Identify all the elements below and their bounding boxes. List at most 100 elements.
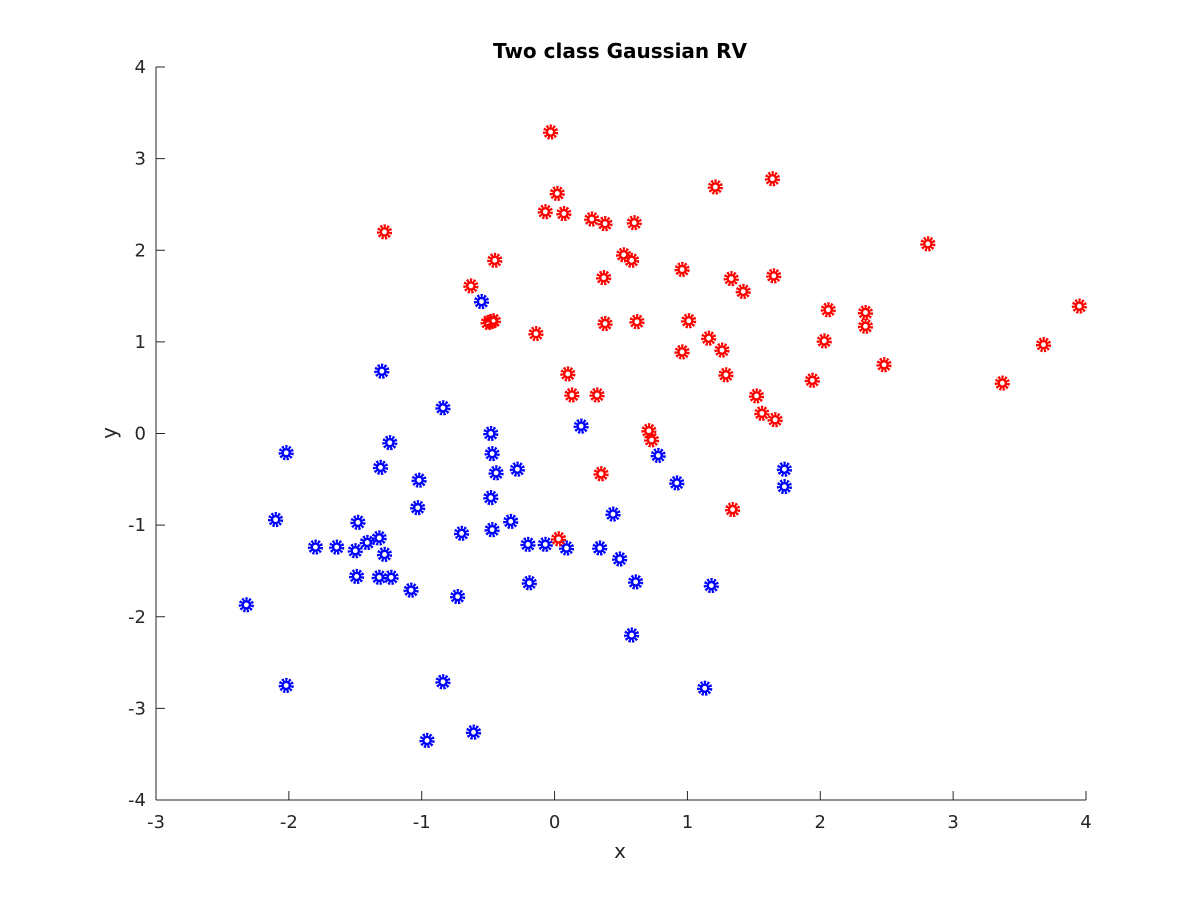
x-tick-label: 2: [815, 812, 826, 833]
x-axis-label: x: [614, 839, 626, 863]
data-point: [473, 293, 490, 310]
data-point: [1035, 337, 1052, 353]
data-point: [537, 536, 553, 552]
data-point: [350, 514, 366, 530]
data-point: [681, 313, 697, 329]
data-point: [453, 525, 470, 541]
data-point: [307, 539, 324, 555]
data-point: [593, 466, 609, 482]
data-points: [238, 124, 1087, 749]
x-tick-label: -2: [280, 812, 298, 833]
data-point: [537, 204, 553, 220]
data-point: [776, 479, 793, 495]
data-point: [483, 425, 499, 442]
data-point: [626, 215, 642, 231]
data-point: [419, 732, 435, 749]
data-point: [435, 674, 451, 690]
y-tick-label: 0: [135, 424, 146, 445]
data-point: [549, 185, 565, 202]
data-point: [521, 575, 537, 591]
data-point: [556, 206, 572, 222]
data-point: [484, 522, 500, 538]
data-point: [528, 326, 544, 342]
y-tick-label: -2: [128, 607, 146, 628]
y-tick-label: 2: [135, 240, 146, 261]
data-point: [707, 179, 723, 195]
data-point: [267, 512, 284, 528]
data-point: [820, 302, 836, 318]
data-point: [376, 224, 393, 240]
data-point: [449, 588, 466, 605]
data-point: [920, 236, 936, 252]
data-point: [624, 627, 640, 643]
data-point: [857, 318, 874, 334]
chart-title: Two class Gaussian RV: [493, 39, 748, 63]
data-point: [371, 569, 387, 585]
data-point: [349, 568, 365, 585]
data-point: [701, 330, 717, 346]
data-point: [372, 459, 389, 476]
data-point: [382, 435, 398, 451]
data-point: [484, 446, 500, 462]
x-tick-label: 3: [947, 812, 958, 833]
data-point: [804, 372, 820, 388]
data-point: [487, 252, 503, 268]
data-point: [697, 680, 713, 696]
data-point: [612, 551, 628, 567]
data-point: [674, 261, 690, 278]
data-point: [558, 540, 575, 556]
data-point: [703, 577, 719, 594]
data-point: [766, 268, 782, 284]
data-point: [597, 315, 613, 332]
data-point: [411, 472, 427, 488]
data-point: [483, 490, 499, 506]
data-point: [857, 304, 874, 321]
data-point: [520, 536, 536, 552]
data-point: [371, 530, 387, 546]
data-point: [383, 569, 399, 585]
data-point: [465, 724, 482, 740]
data-point: [509, 461, 525, 477]
y-tick-label: 1: [135, 332, 146, 353]
y-tick-label: -1: [128, 515, 146, 536]
data-point: [754, 405, 770, 421]
data-point: [669, 475, 685, 491]
data-point: [624, 252, 640, 268]
data-point: [629, 314, 645, 330]
data-point: [278, 445, 294, 461]
data-point: [724, 501, 741, 518]
data-point: [374, 363, 390, 379]
data-point: [503, 513, 519, 530]
x-tick-label: -1: [413, 812, 431, 833]
data-point: [628, 574, 644, 590]
data-point: [764, 171, 781, 187]
data-point: [542, 124, 559, 140]
data-point: [359, 534, 375, 551]
data-point: [564, 387, 580, 403]
data-point: [1071, 298, 1087, 314]
y-tick-label: 3: [135, 149, 146, 170]
data-point: [597, 216, 613, 232]
data-point: [584, 211, 600, 227]
data-point: [605, 506, 621, 522]
data-point: [748, 388, 765, 404]
data-point: [735, 283, 751, 300]
data-point: [573, 418, 589, 434]
series-1: [238, 293, 793, 749]
data-point: [718, 367, 734, 383]
x-tick-label: 4: [1080, 812, 1091, 833]
data-point: [403, 582, 419, 598]
data-point: [876, 357, 892, 373]
x-tick-label: 0: [549, 812, 560, 833]
data-point: [329, 539, 345, 555]
data-point: [723, 271, 739, 287]
x-tick-label: 1: [682, 812, 693, 833]
data-point: [994, 375, 1010, 391]
data-point: [550, 531, 567, 547]
data-point: [560, 366, 576, 382]
y-tick-label: 4: [135, 57, 146, 78]
data-point: [347, 543, 363, 559]
data-point: [650, 447, 666, 464]
data-point: [589, 387, 605, 403]
data-point: [596, 270, 612, 286]
